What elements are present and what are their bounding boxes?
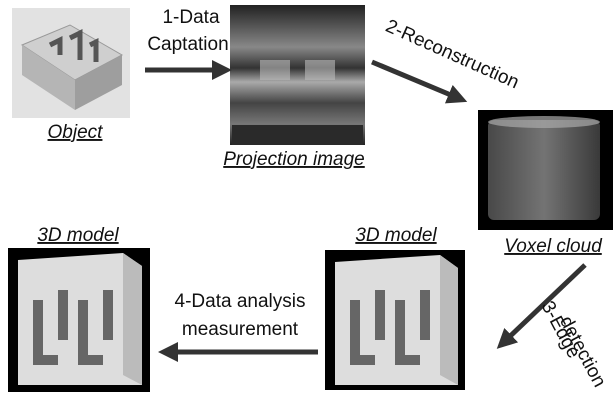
- projection-image: [230, 5, 365, 145]
- diagram: Object Projection image Voxel cloud 3D m…: [0, 0, 613, 397]
- node-label: 3D model: [355, 225, 437, 246]
- node-label: 3D model: [37, 225, 119, 246]
- node-label: Projection image: [223, 149, 365, 170]
- step-label: Captation: [147, 34, 228, 55]
- step-label: 4-Data analysis: [175, 291, 306, 312]
- node-label: Object: [48, 122, 104, 143]
- model-image: [325, 250, 465, 390]
- step-label: 2-Reconstruction: [382, 16, 522, 94]
- model-image: [8, 248, 150, 392]
- voxel-cloud-image: [478, 110, 613, 230]
- object-image: [12, 8, 130, 118]
- arrow: [372, 62, 458, 98]
- node-label: Voxel cloud: [504, 236, 603, 257]
- step-label: measurement: [182, 319, 299, 340]
- step-label: 1-Data: [162, 7, 219, 28]
